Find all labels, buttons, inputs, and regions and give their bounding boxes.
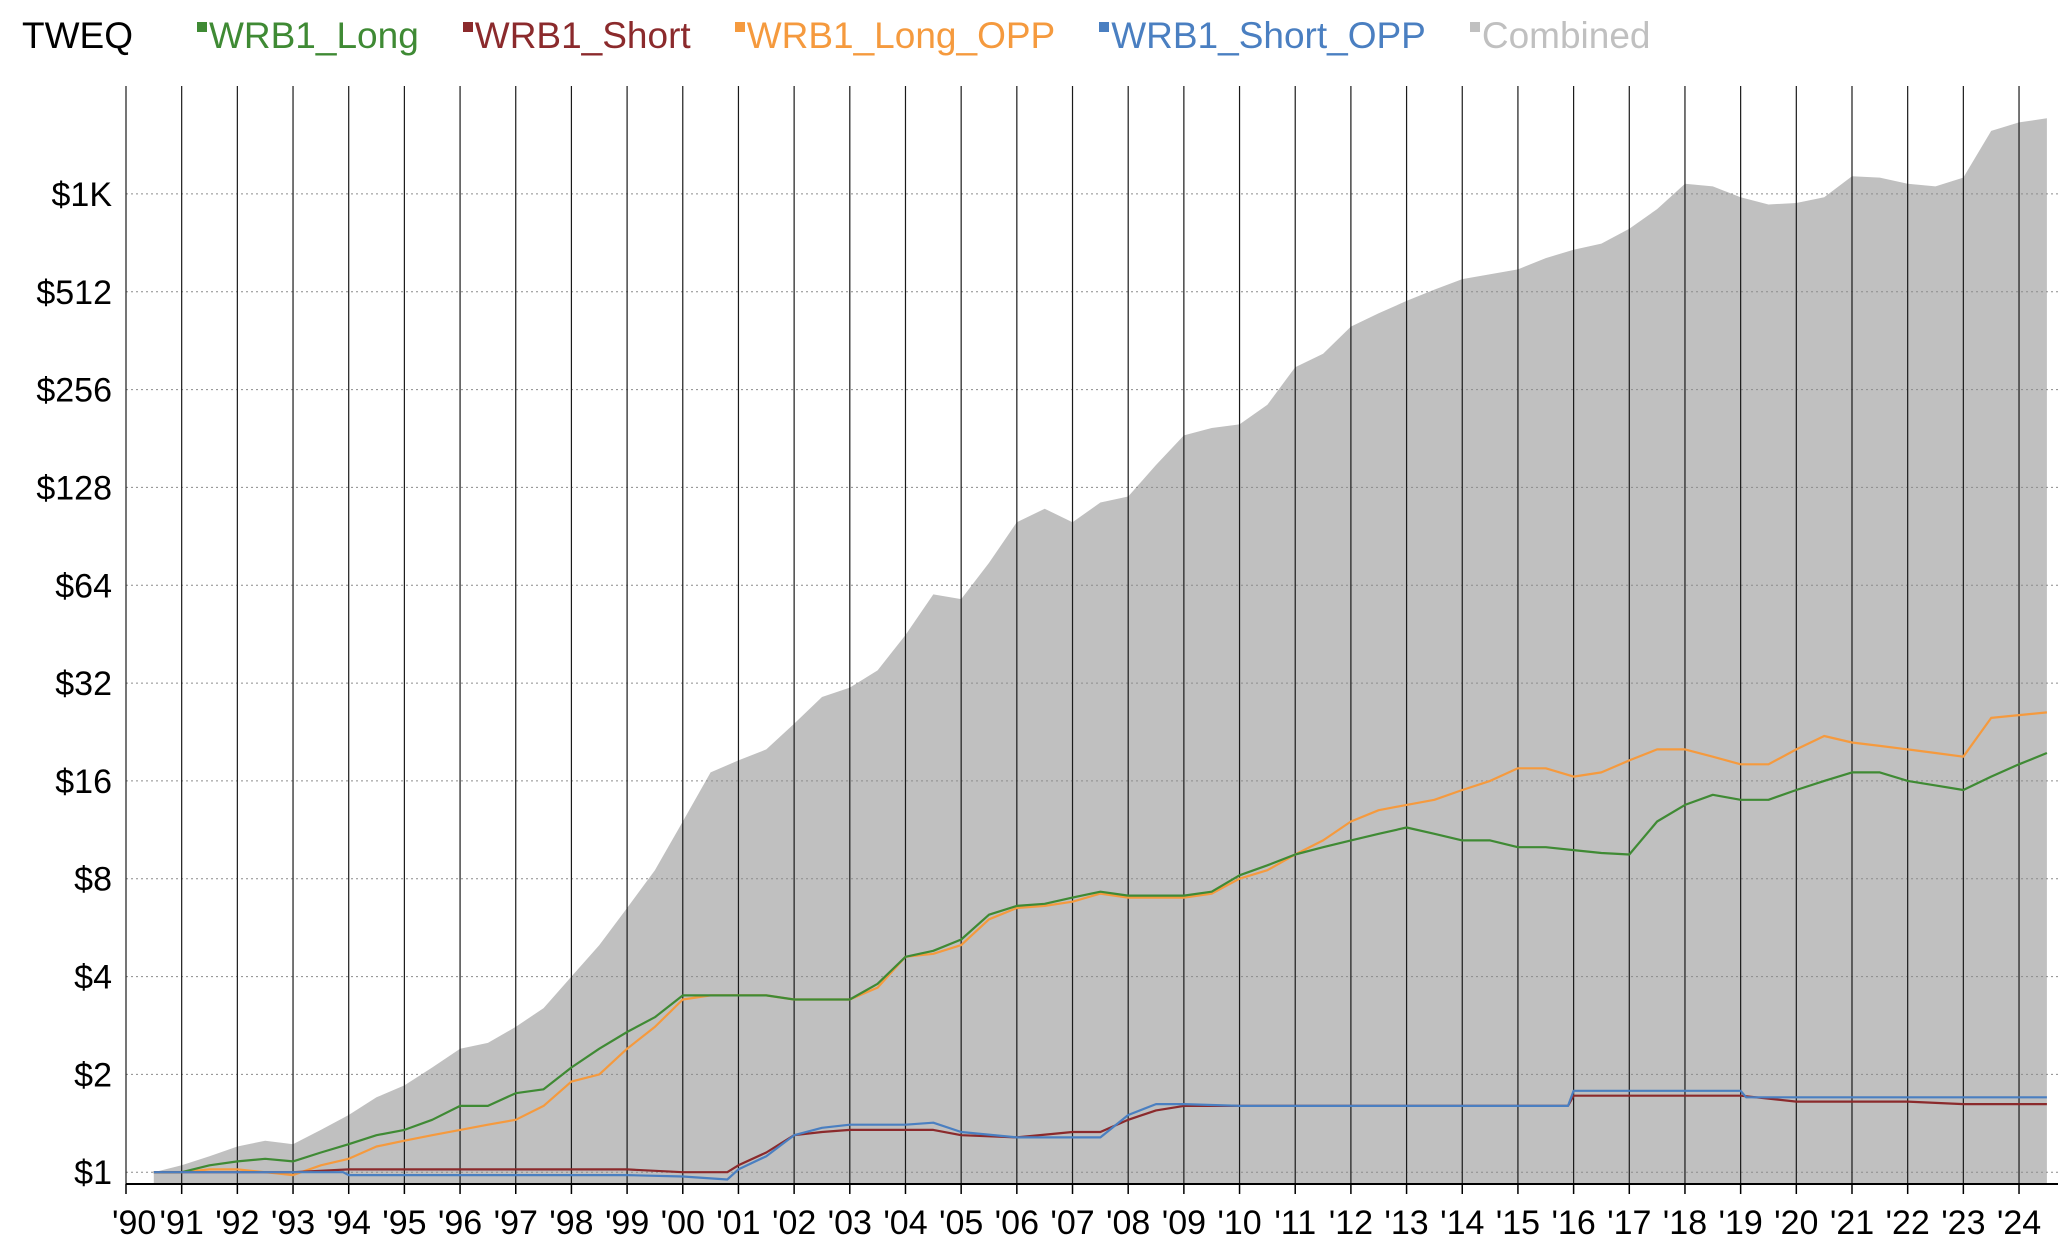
legend-label: WRB1_Short_OPP <box>1111 15 1426 56</box>
y-tick-label: $8 <box>74 861 112 899</box>
x-tick-label: '99 <box>605 1204 649 1242</box>
legend-item-wrb1-short: WRB1_Short <box>462 15 691 57</box>
x-tick-label: '91 <box>160 1204 204 1242</box>
y-tick-label: $512 <box>36 274 112 312</box>
x-tick-label: '23 <box>1941 1204 1985 1242</box>
x-tick-label: '93 <box>271 1204 315 1242</box>
legend-label: WRB1_Long <box>208 15 419 56</box>
y-tick-label: $2 <box>74 1056 112 1094</box>
x-tick-label: '20 <box>1774 1204 1818 1242</box>
legend-swatch-icon <box>1099 22 1110 32</box>
legend-item-wrb1-short-opp: WRB1_Short_OPP <box>1099 15 1426 57</box>
x-tick-label: '96 <box>438 1204 482 1242</box>
x-tick-label: '19 <box>1718 1204 1762 1242</box>
x-tick-label: '08 <box>1106 1204 1150 1242</box>
x-tick-label: '09 <box>1162 1204 1206 1242</box>
series-line-wrb1-long-opp <box>153 711 2048 1177</box>
x-tick-label: '14 <box>1440 1204 1484 1242</box>
x-tick-label: '01 <box>716 1204 760 1242</box>
x-tick-label: '97 <box>494 1204 538 1242</box>
x-tick-label: '15 <box>1496 1204 1540 1242</box>
x-tick-label: '07 <box>1050 1204 1094 1242</box>
series-line-wrb1-short <box>153 1094 2047 1174</box>
x-tick-label: '94 <box>327 1204 371 1242</box>
y-tick-label: $256 <box>36 372 112 410</box>
y-tick-label: $1 <box>74 1154 112 1192</box>
y-tick-label: $4 <box>74 959 112 997</box>
x-tick-label: '00 <box>661 1204 705 1242</box>
y-tick-label: $16 <box>55 763 112 801</box>
x-tick-label: '22 <box>1886 1204 1930 1242</box>
x-tick-label: '04 <box>883 1204 927 1242</box>
y-tick-label: $32 <box>55 665 112 703</box>
x-tick-label: '98 <box>549 1204 593 1242</box>
x-tick-label: '16 <box>1551 1204 1595 1242</box>
x-tick-label: '12 <box>1329 1204 1373 1242</box>
legend-item-wrb1-long: WRB1_Long <box>196 15 419 57</box>
legend-swatch-icon <box>196 22 207 32</box>
x-tick-label: '90 <box>112 1204 156 1242</box>
legend-label: WRB1_Long_OPP <box>746 15 1056 56</box>
chart-title: TWEQ <box>22 15 133 56</box>
series-line-wrb1-long <box>153 751 2048 1174</box>
x-tick-label: '13 <box>1384 1204 1428 1242</box>
x-tick-label: '92 <box>215 1204 259 1242</box>
legend-swatch-icon <box>462 22 473 32</box>
x-tick-label: '05 <box>939 1204 983 1242</box>
x-tick-label: '11 <box>1274 1204 1316 1242</box>
y-tick-label: $128 <box>36 469 112 507</box>
x-tick-label: '18 <box>1663 1204 1707 1242</box>
chart-legend: TWEQ WRB1_Long WRB1_Short WRB1_Long_OPP … <box>22 14 1695 58</box>
legend-swatch-icon <box>734 22 745 32</box>
x-tick-label: '03 <box>828 1204 872 1242</box>
y-tick-label: $1K <box>52 176 113 214</box>
legend-label: Combined <box>1481 15 1651 56</box>
series-area-combined <box>153 118 2047 1184</box>
y-tick-label: $64 <box>55 567 112 605</box>
x-tick-label: '21 <box>1830 1204 1874 1242</box>
series-line-wrb1-short-opp <box>153 1089 2047 1181</box>
legend-item-wrb1-long-opp: WRB1_Long_OPP <box>734 15 1056 57</box>
legend-swatch-icon <box>1469 22 1480 32</box>
legend-item-combined: Combined <box>1469 15 1651 57</box>
x-tick-label: '17 <box>1607 1204 1651 1242</box>
x-tick-label: '10 <box>1217 1204 1261 1242</box>
x-tick-label: '24 <box>1997 1204 2041 1242</box>
x-tick-label: '02 <box>772 1204 816 1242</box>
legend-label: WRB1_Short <box>474 15 691 56</box>
x-tick-label: '06 <box>995 1204 1039 1242</box>
x-tick-label: '95 <box>382 1204 426 1242</box>
